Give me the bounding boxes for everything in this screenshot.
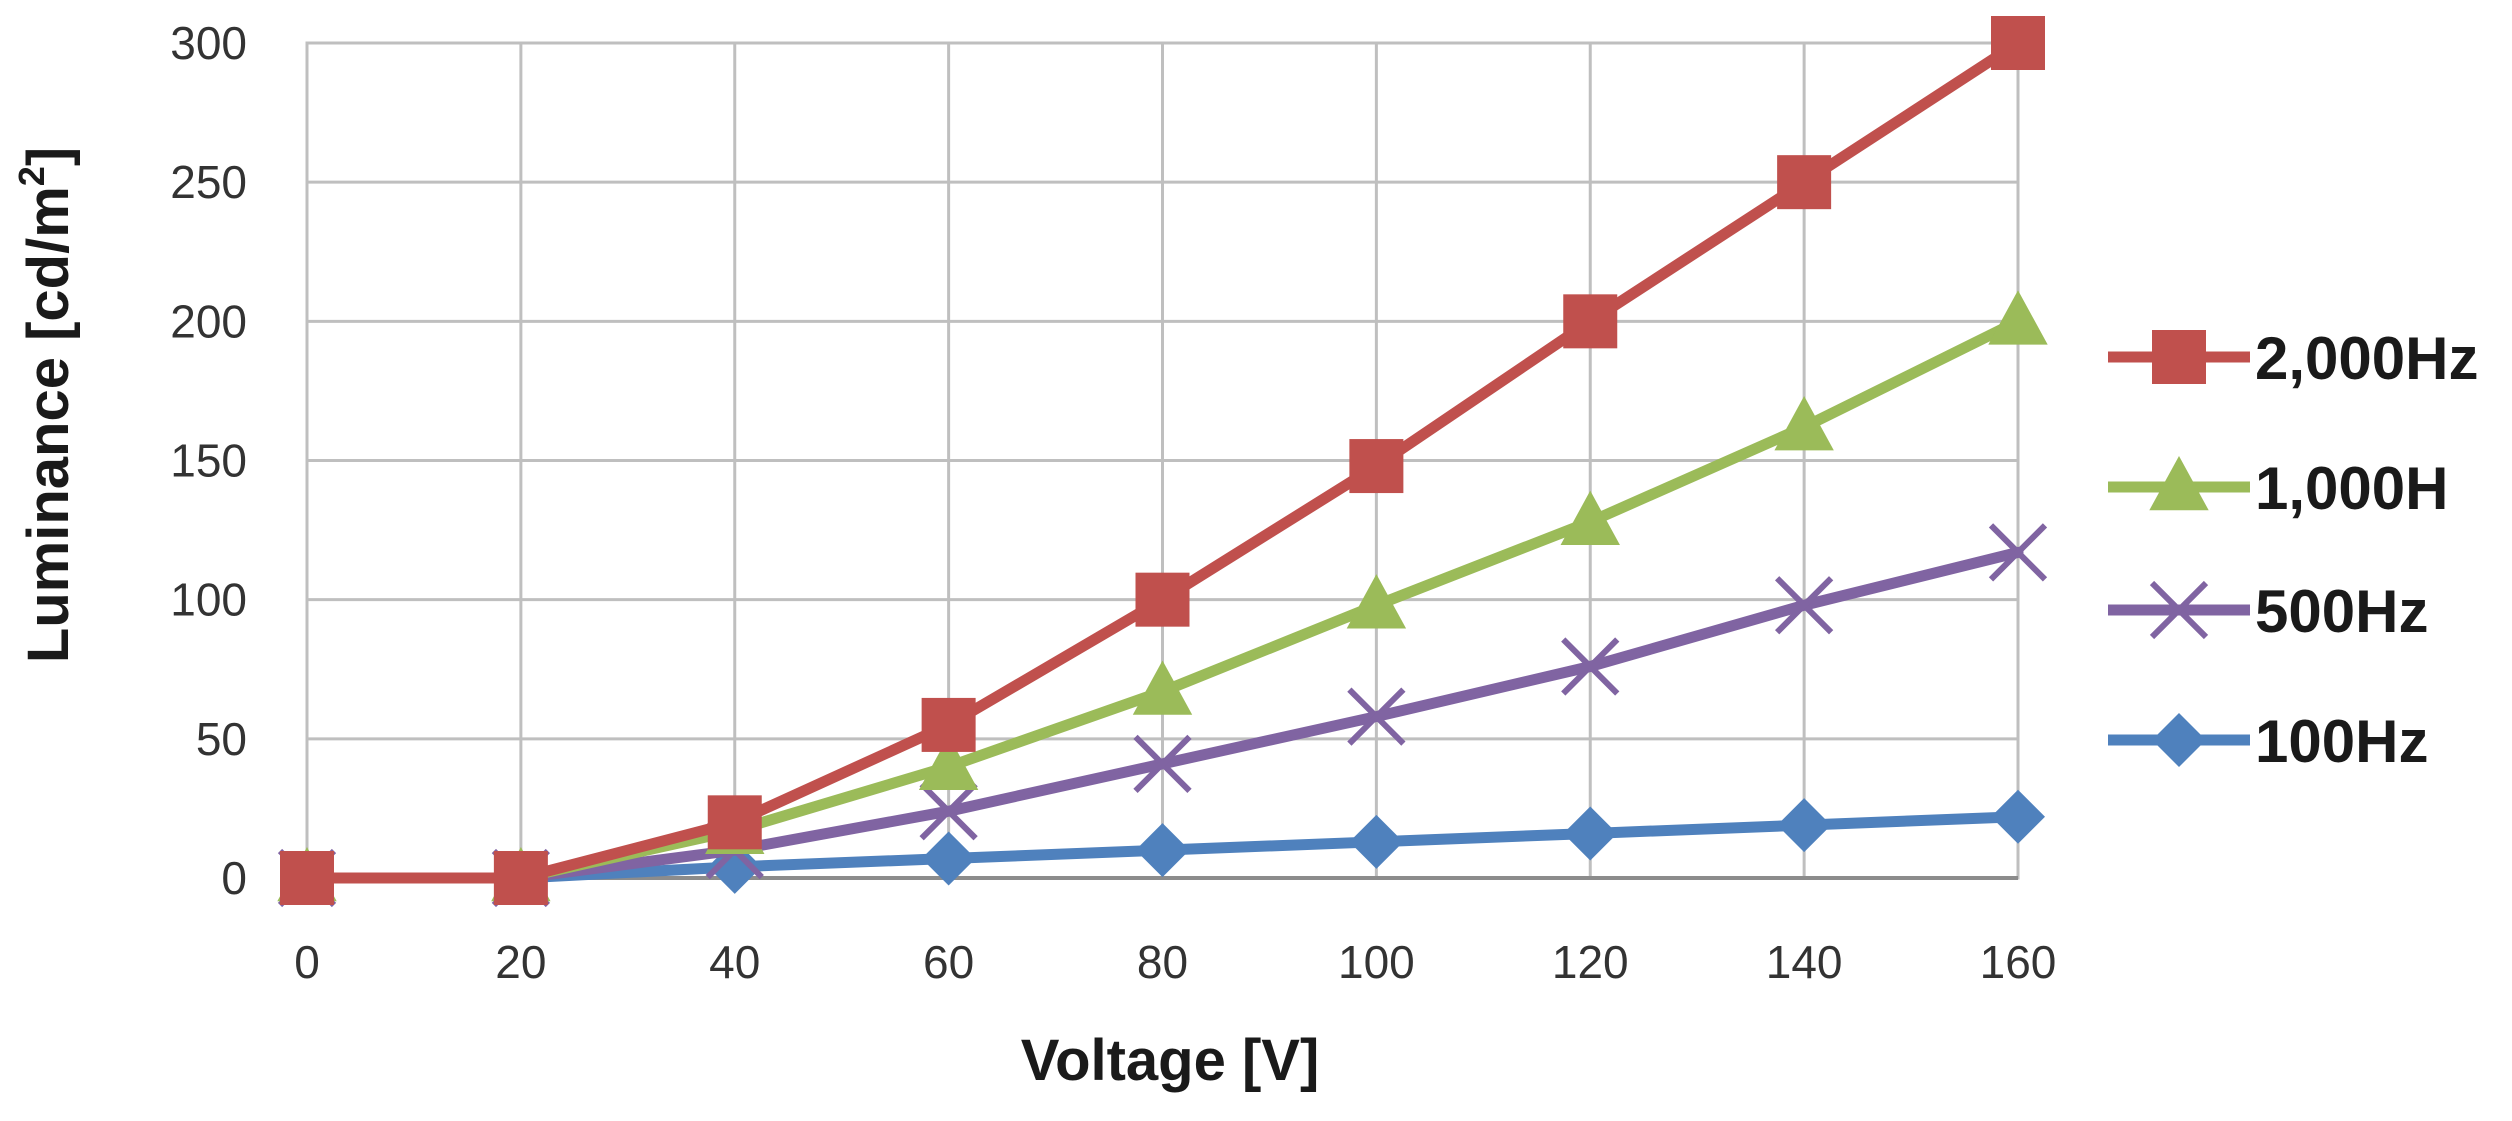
legend-marker-100hz [2152,713,2206,767]
data-point-100hz-140 [1777,798,1832,853]
data-point-2000hz-80 [1135,572,1190,627]
y-tick-label-300: 300 [170,17,247,69]
legend-marker-1000h [2149,455,2209,511]
y-axis-title-suffix: ] [16,147,81,166]
data-point-2000hz-40 [707,795,762,850]
x-axis-title: Voltage [V] [1021,1028,1320,1093]
data-point-500hz-100 [1347,687,1406,746]
data-point-100hz-100 [1349,814,1404,869]
y-axis-ticks: 0 50 100 150 200 250 300 [170,17,247,904]
legend-label-500hz: 500Hz [2255,578,2428,645]
legend-label-2000hz: 2,000Hz [2255,325,2478,392]
x-tick-label-120: 120 [1552,936,1629,988]
data-point-100hz-160 [1991,789,2045,844]
y-axis-title: Luminance [cd/m2] [11,147,81,663]
series-group [277,16,2048,908]
data-point-2000hz-0 [280,851,334,905]
legend-item-500hz: 500Hz [2108,578,2428,645]
y-tick-label-250: 250 [170,156,247,208]
data-point-100hz-60 [921,831,976,886]
y-tick-label-0: 0 [221,852,247,904]
data-point-100hz-120 [1563,806,1618,861]
data-point-1000h-100 [1346,574,1407,629]
data-point-1000h-120 [1560,490,1620,546]
data-point-2000hz-20 [493,851,548,905]
data-point-2000hz-140 [1777,155,1832,210]
series-2000hz [280,16,2045,905]
legend-label-100hz: 100Hz [2255,708,2428,775]
data-point-500hz-120 [1561,637,1620,696]
legend-marker-2000hz [2152,330,2206,384]
legend-item-100hz: 100Hz [2108,708,2428,775]
data-point-1000h-140 [1774,396,1834,451]
y-tick-label-50: 50 [196,713,247,765]
data-point-2000hz-60 [921,697,976,752]
data-point-500hz-80 [1133,734,1192,794]
data-point-500hz-60 [919,782,978,841]
legend-marker-500hz [2149,580,2209,640]
x-tick-label-160: 160 [1980,936,2057,988]
data-point-1000h-60 [918,735,979,790]
x-tick-label-40: 40 [709,936,760,988]
y-tick-label-150: 150 [170,435,247,487]
legend-item-1000h: 1,000H [2108,455,2448,522]
y-axis-title-superscript: 2 [11,166,52,186]
x-tick-label-60: 60 [923,936,974,988]
y-axis-title-main: Luminance [cd/m [16,186,81,663]
data-point-1000h-80 [1132,660,1193,715]
x-tick-label-20: 20 [495,936,546,988]
legend-item-2000hz: 2,000Hz [2108,325,2478,392]
x-tick-label-80: 80 [1137,936,1188,988]
legend: 2,000Hz 1,000H 500Hz 100Hz [2108,325,2478,775]
x-tick-label-0: 0 [294,936,320,988]
x-axis-ticks: 0 20 40 60 80 100 120 140 160 [294,936,2056,988]
legend-label-1000h: 1,000H [2255,455,2448,522]
data-point-1000h-160 [1988,290,2048,345]
x-tick-label-100: 100 [1338,936,1415,988]
data-point-500hz-160 [1988,523,2048,582]
data-point-500hz-140 [1775,576,1834,635]
x-tick-label-140: 140 [1766,936,1843,988]
data-point-2000hz-100 [1349,439,1404,494]
y-tick-label-200: 200 [170,295,247,347]
y-tick-label-100: 100 [170,574,247,626]
data-point-2000hz-160 [1991,16,2045,70]
data-point-100hz-80 [1135,823,1190,878]
data-point-2000hz-120 [1563,294,1618,349]
grid [305,41,2020,880]
